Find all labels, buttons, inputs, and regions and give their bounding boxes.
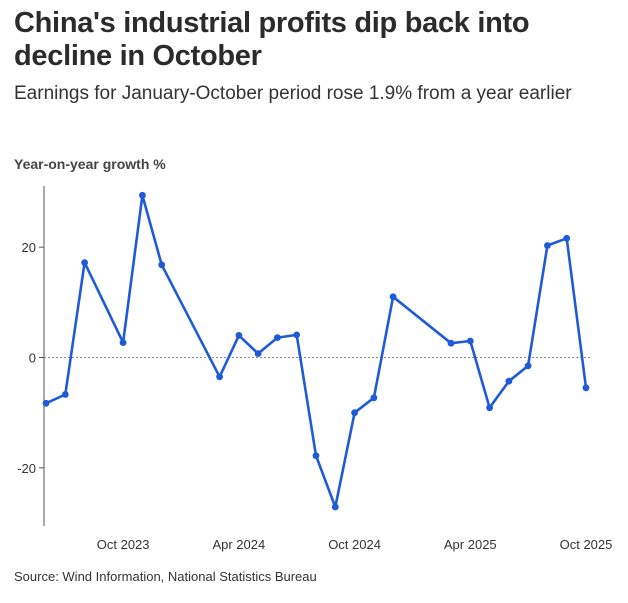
data-point (254, 350, 262, 357)
x-tick-label: Apr 2024 (212, 537, 265, 552)
chart-title: China's industrial profits dip back into… (14, 7, 530, 72)
data-point (331, 503, 339, 511)
data-point (61, 391, 69, 398)
y-tick-label: 0 (29, 351, 36, 366)
source-note: Source: Wind Information, National Stati… (14, 569, 317, 584)
data-point (389, 293, 397, 301)
y-tick-label: -20 (17, 461, 36, 476)
series-line (44, 194, 588, 509)
data-point (563, 234, 571, 242)
data-point (447, 339, 455, 347)
data-point (293, 331, 301, 339)
y-axis-label: Year-on-year growth % (14, 156, 166, 172)
data-point (216, 373, 224, 381)
data-point (81, 259, 88, 266)
data-point (544, 242, 551, 249)
data-point (139, 191, 146, 199)
data-point (42, 399, 50, 407)
x-tick-label: Apr 2025 (444, 537, 497, 552)
chart-subtitle: Earnings for January-October period rose… (14, 83, 572, 104)
data-point (274, 334, 281, 341)
data-point (524, 362, 532, 370)
data-point (312, 452, 320, 460)
x-tick-label: Oct 2023 (97, 537, 150, 552)
data-point (351, 409, 358, 417)
data-point (158, 261, 166, 269)
data-point (486, 404, 493, 412)
data-point (582, 384, 590, 392)
x-tick-label: Oct 2024 (328, 537, 381, 552)
data-point (370, 394, 378, 402)
data-point (119, 339, 127, 346)
data-point (505, 377, 513, 385)
data-point (235, 332, 243, 339)
y-tick-label: 20 (22, 240, 36, 255)
x-tick-label: Oct 2025 (560, 537, 613, 552)
data-point (466, 337, 474, 345)
